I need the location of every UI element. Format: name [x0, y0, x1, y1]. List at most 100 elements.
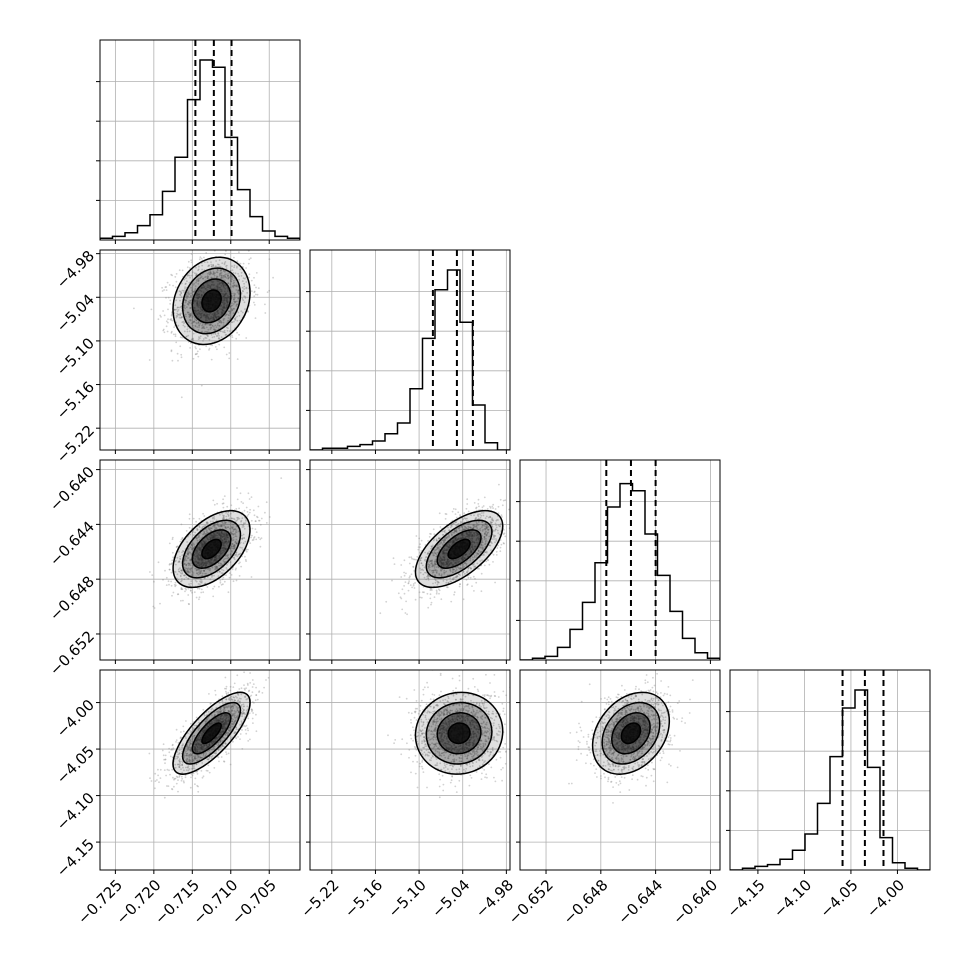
sample-point — [196, 302, 198, 305]
sample-point — [186, 568, 189, 571]
sample-point — [183, 578, 186, 581]
sample-point — [463, 557, 466, 560]
sample-point — [201, 543, 204, 546]
sample-point — [224, 307, 227, 309]
sample-point — [221, 727, 224, 730]
sample-point — [223, 306, 226, 309]
sample-point — [224, 526, 227, 528]
sample-point — [245, 732, 248, 735]
sample-point — [260, 517, 263, 520]
sample-point — [454, 561, 457, 564]
sample-point — [473, 541, 475, 543]
sample-point — [187, 577, 190, 580]
sample-point — [489, 516, 492, 518]
sample-point — [210, 323, 212, 326]
sample-point — [227, 591, 230, 594]
sample-point — [175, 316, 178, 319]
sample-point — [206, 315, 209, 318]
sample-point — [228, 572, 231, 574]
sample-point — [239, 247, 241, 249]
sample-point — [213, 767, 216, 769]
sample-point — [475, 506, 478, 509]
sample-point — [484, 517, 487, 520]
sample-point — [206, 331, 209, 334]
sample-point — [480, 514, 483, 517]
sample-point — [211, 537, 214, 540]
sample-point — [152, 605, 155, 608]
sample-point — [186, 552, 189, 555]
sample-point — [206, 286, 209, 288]
sample-point — [233, 533, 236, 535]
sample-point — [220, 539, 223, 541]
sample-point — [217, 525, 220, 528]
sample-point — [211, 562, 213, 565]
sample-point — [190, 544, 193, 546]
sample-point — [177, 741, 180, 744]
sample-point — [199, 547, 202, 550]
sample-point — [196, 568, 199, 571]
sample-point — [186, 303, 189, 306]
sample-point — [472, 575, 475, 578]
sample-point — [196, 302, 198, 304]
sample-point — [379, 612, 382, 615]
sample-point — [411, 557, 413, 560]
sample-point — [471, 545, 474, 548]
sample-point — [218, 321, 221, 323]
sample-point — [457, 561, 460, 564]
sample-point — [464, 553, 466, 556]
sample-point — [448, 546, 451, 549]
sample-point — [214, 719, 217, 722]
sample-point — [203, 314, 206, 317]
sample-point — [471, 548, 474, 551]
sample-point — [224, 687, 226, 690]
sample-point — [455, 531, 458, 533]
sample-point — [457, 527, 460, 530]
panel-frame — [99, 459, 301, 661]
sample-point — [234, 318, 237, 321]
sample-point — [226, 288, 229, 290]
sample-point — [189, 551, 192, 554]
sample-point — [212, 318, 214, 321]
sample-point — [224, 547, 227, 550]
sample-point — [222, 295, 225, 298]
sample-point — [223, 524, 226, 527]
sample-point — [471, 585, 473, 587]
sample-point — [240, 501, 243, 503]
sample-point — [195, 724, 198, 727]
sample-point — [418, 537, 421, 540]
sample-point — [478, 567, 480, 570]
sample-point — [203, 577, 206, 580]
sample-point — [184, 752, 186, 754]
sample-point — [434, 552, 437, 555]
sample-point — [194, 746, 197, 748]
sample-point — [192, 290, 195, 293]
sample-point — [223, 286, 226, 289]
sample-point — [214, 287, 216, 290]
sample-point — [434, 549, 436, 552]
sample-point — [199, 570, 202, 573]
sample-point — [178, 758, 181, 761]
sample-point — [197, 313, 199, 316]
sample-point — [235, 538, 238, 541]
sample-point — [186, 297, 188, 299]
sample-point — [224, 275, 227, 278]
sample-point — [221, 727, 224, 730]
sample-point — [218, 760, 220, 763]
sample-point — [442, 562, 445, 565]
sample-point — [180, 316, 183, 319]
sample-point — [188, 517, 191, 520]
sample-point — [206, 744, 208, 747]
sample-point — [476, 532, 478, 535]
sample-point — [471, 546, 473, 549]
sample-point — [233, 298, 235, 301]
sample-point — [194, 346, 197, 348]
sample-point — [195, 759, 198, 762]
sample-point — [197, 293, 199, 296]
sample-point — [481, 530, 484, 532]
sample-point — [204, 276, 206, 279]
sample-point — [193, 553, 196, 556]
sample-point — [231, 532, 234, 535]
sample-point — [246, 705, 249, 708]
sample-point — [213, 559, 216, 562]
sample-point — [485, 515, 488, 518]
